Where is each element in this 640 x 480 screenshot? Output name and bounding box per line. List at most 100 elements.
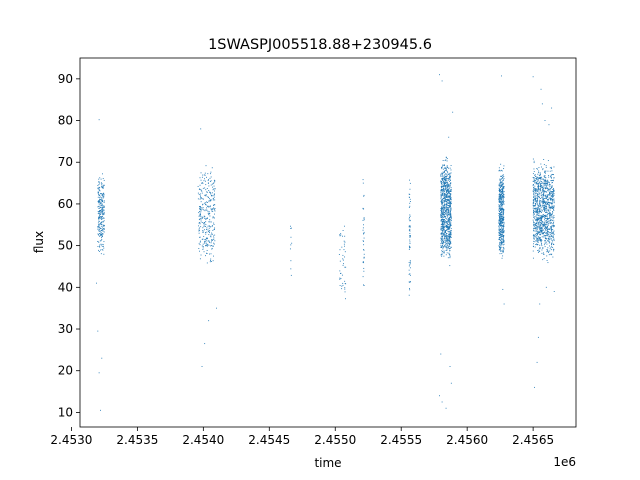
data-point xyxy=(447,227,449,229)
data-point xyxy=(339,249,341,251)
data-point xyxy=(446,175,448,177)
data-point xyxy=(533,191,535,193)
data-point xyxy=(97,213,99,214)
data-point xyxy=(541,181,543,182)
data-point xyxy=(212,208,213,210)
data-point xyxy=(500,247,502,249)
data-point xyxy=(536,178,538,180)
data-point xyxy=(449,202,451,204)
data-point xyxy=(446,189,448,191)
data-point xyxy=(206,201,207,203)
data-point xyxy=(442,199,443,200)
data-point xyxy=(552,195,553,197)
data-point xyxy=(449,197,451,199)
data-point xyxy=(447,178,449,180)
data-point xyxy=(535,215,537,217)
data-point xyxy=(447,227,448,228)
data-point xyxy=(499,193,500,195)
data-point xyxy=(408,248,410,250)
data-point xyxy=(500,182,502,184)
data-point xyxy=(446,194,448,196)
data-point xyxy=(447,199,449,201)
data-point xyxy=(533,238,535,240)
data-point xyxy=(536,221,538,223)
data-point xyxy=(441,181,443,183)
data-point xyxy=(102,221,104,223)
data-point xyxy=(363,237,365,239)
data-point xyxy=(409,247,411,249)
data-point xyxy=(499,190,501,192)
data-point xyxy=(444,206,445,208)
data-point xyxy=(548,205,550,207)
data-point xyxy=(206,191,208,193)
data-point xyxy=(204,202,206,204)
data-point xyxy=(500,185,502,187)
data-point xyxy=(445,224,447,226)
data-point xyxy=(499,185,501,187)
data-point xyxy=(534,196,536,198)
data-point xyxy=(536,176,538,178)
data-point xyxy=(409,236,411,238)
data-point xyxy=(553,209,554,211)
data-point xyxy=(442,246,444,247)
data-point xyxy=(444,182,445,184)
data-point xyxy=(450,217,452,219)
data-point xyxy=(547,213,549,215)
data-point xyxy=(202,203,204,205)
data-point xyxy=(440,353,442,355)
data-point xyxy=(551,205,553,207)
data-point xyxy=(443,220,445,222)
data-point xyxy=(502,229,503,231)
data-point xyxy=(536,179,538,181)
data-point xyxy=(99,240,101,242)
data-point xyxy=(363,285,365,286)
data-point xyxy=(362,219,364,221)
data-point xyxy=(550,202,552,204)
data-point xyxy=(339,260,341,262)
data-point xyxy=(498,221,500,223)
data-point xyxy=(501,243,503,245)
data-point xyxy=(539,226,541,228)
data-point xyxy=(537,199,538,201)
data-point xyxy=(200,215,202,217)
data-point xyxy=(408,261,410,263)
data-point xyxy=(542,202,544,204)
data-point xyxy=(363,231,365,233)
data-point xyxy=(545,179,547,181)
data-point xyxy=(551,239,553,241)
data-point xyxy=(443,164,445,166)
data-point xyxy=(553,201,555,203)
data-point xyxy=(548,124,550,126)
data-point xyxy=(541,226,543,228)
data-point xyxy=(440,201,442,203)
data-point xyxy=(547,160,549,162)
data-point xyxy=(545,166,547,168)
data-point xyxy=(446,199,448,201)
data-point xyxy=(100,210,102,212)
data-point xyxy=(535,211,537,213)
data-point xyxy=(450,203,451,205)
data-point xyxy=(408,218,410,220)
data-point xyxy=(202,249,204,250)
data-point xyxy=(501,204,503,206)
data-point xyxy=(98,225,100,226)
data-point xyxy=(448,184,450,186)
data-point xyxy=(202,208,204,210)
data-point xyxy=(537,210,538,211)
data-point xyxy=(550,190,552,192)
data-point xyxy=(502,249,504,251)
data-point xyxy=(409,281,411,283)
data-point xyxy=(538,223,540,225)
data-point xyxy=(103,210,105,212)
data-point xyxy=(534,205,536,207)
data-point xyxy=(446,245,448,247)
data-point xyxy=(446,210,448,212)
data-point xyxy=(204,239,206,241)
data-point xyxy=(539,240,541,241)
data-point xyxy=(502,201,504,203)
data-point xyxy=(102,195,104,197)
data-point xyxy=(441,221,443,223)
data-point xyxy=(548,212,550,214)
data-point xyxy=(544,225,546,227)
data-point xyxy=(200,197,202,199)
